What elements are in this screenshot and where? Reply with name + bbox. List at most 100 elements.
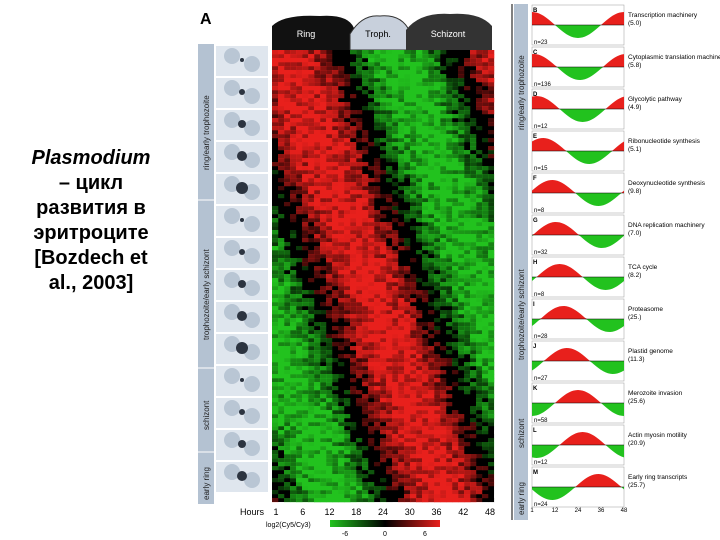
- heatmap-cell: [314, 486, 321, 491]
- heatmap-cell: [446, 62, 453, 67]
- heatmap-cell: [374, 306, 381, 311]
- heatmap-cell: [392, 334, 399, 339]
- heatmap-cell: [326, 478, 333, 483]
- heatmap-cell: [344, 198, 351, 203]
- heatmap-cell: [302, 386, 309, 391]
- heatmap-cell: [404, 410, 411, 415]
- heatmap-cell: [338, 466, 345, 471]
- heatmap-cell: [308, 70, 315, 75]
- heatmap-cell: [464, 266, 471, 271]
- heatmap-cell: [482, 106, 489, 111]
- heatmap-cell: [470, 326, 477, 331]
- heatmap-cell: [392, 346, 399, 351]
- heatmap-cell: [332, 190, 339, 195]
- heatmap-cell: [458, 482, 465, 487]
- heatmap-cell: [326, 378, 333, 383]
- heatmap-cell: [422, 130, 429, 135]
- heatmap-cell: [362, 258, 369, 263]
- heatmap-cell: [302, 218, 309, 223]
- heatmap-cell: [404, 118, 411, 123]
- heatmap-cell: [482, 70, 489, 75]
- heatmap-cell: [290, 294, 297, 299]
- heatmap-cell: [410, 366, 417, 371]
- heatmap-cell: [410, 494, 417, 499]
- heatmap-cell: [428, 242, 435, 247]
- heatmap-cell: [320, 146, 327, 151]
- heatmap-cell: [440, 350, 447, 355]
- heatmap-cell: [314, 282, 321, 287]
- heatmap-cell: [482, 90, 489, 95]
- heatmap-cell: [284, 390, 291, 395]
- heatmap-cell: [446, 478, 453, 483]
- heatmap-cell: [446, 322, 453, 327]
- heatmap-cell: [284, 474, 291, 479]
- heatmap-cell: [296, 266, 303, 271]
- heatmap-cell: [386, 474, 393, 479]
- heatmap-cell: [404, 86, 411, 91]
- heatmap-cell: [422, 114, 429, 119]
- heatmap-cell: [440, 366, 446, 370]
- heatmap-cell: [338, 422, 345, 427]
- heatmap-cell: [398, 410, 405, 415]
- heatmap-cell: [422, 82, 429, 87]
- heatmap-cell: [458, 458, 465, 463]
- heatmap-cell: [488, 346, 495, 351]
- heatmap-cell: [452, 54, 458, 58]
- heatmap-cell: [446, 246, 453, 251]
- heatmap-cell: [338, 454, 345, 459]
- heatmap-cell: [458, 346, 465, 351]
- heatmap-cell: [446, 414, 453, 419]
- heatmap-cell: [314, 154, 321, 159]
- heatmap-cell: [416, 358, 423, 363]
- heatmap-cell: [290, 70, 297, 75]
- heatmap-cell: [332, 222, 339, 227]
- heatmap-cell: [434, 350, 441, 355]
- heatmap-cell: [290, 262, 297, 267]
- heatmap-cell: [428, 302, 435, 307]
- heatmap-cell: [320, 298, 327, 303]
- heatmap-cell: [320, 350, 327, 355]
- heatmap-cell: [428, 166, 435, 171]
- heatmap-cell: [404, 258, 410, 262]
- heatmap-cell: [314, 106, 321, 111]
- heatmap-cell: [380, 70, 387, 75]
- heatmap-cell: [278, 182, 285, 187]
- heatmap-cell: [434, 62, 441, 67]
- heatmap-cell: [326, 58, 333, 63]
- heatmap-cell: [464, 90, 471, 95]
- heatmap-cell: [362, 402, 369, 407]
- heatmap-cell: [284, 258, 291, 263]
- heatmap-cell: [452, 286, 459, 291]
- heatmap-cell: [464, 486, 471, 491]
- heatmap-cell: [434, 490, 441, 495]
- heatmap-cell: [332, 250, 339, 255]
- heatmap-cell: [428, 126, 435, 131]
- heatmap-cell: [404, 342, 411, 347]
- heatmap-cell: [302, 250, 309, 255]
- heatmap-cell: [290, 222, 297, 227]
- heatmap-cell: [410, 154, 417, 159]
- heatmap-cell: [302, 306, 309, 311]
- heatmap-cell: [374, 110, 381, 115]
- profile-label: Deoxynucleotide synthesis: [628, 180, 706, 187]
- heatmap-cell: [272, 74, 279, 79]
- heatmap-cell: [446, 294, 453, 299]
- heatmap-cell: [482, 178, 489, 183]
- heatmap-cell: [332, 234, 339, 239]
- heatmap-cell: [308, 350, 315, 355]
- heatmap-cell: [476, 78, 483, 83]
- heatmap-cell: [398, 398, 405, 403]
- heatmap-cell: [464, 158, 471, 163]
- heatmap-cell: [368, 490, 375, 495]
- heatmap-cell: [470, 310, 477, 315]
- heatmap-cell: [290, 426, 297, 431]
- heatmap-cell: [392, 314, 399, 319]
- heatmap-cell: [332, 314, 339, 319]
- heatmap-cell: [314, 310, 321, 315]
- heatmap-cell: [284, 342, 291, 347]
- heatmap-cell: [296, 82, 303, 87]
- heatmap-cell: [350, 442, 357, 447]
- heatmap-cell: [344, 446, 351, 451]
- heatmap-cell: [338, 58, 344, 62]
- heatmap-cell: [302, 74, 309, 79]
